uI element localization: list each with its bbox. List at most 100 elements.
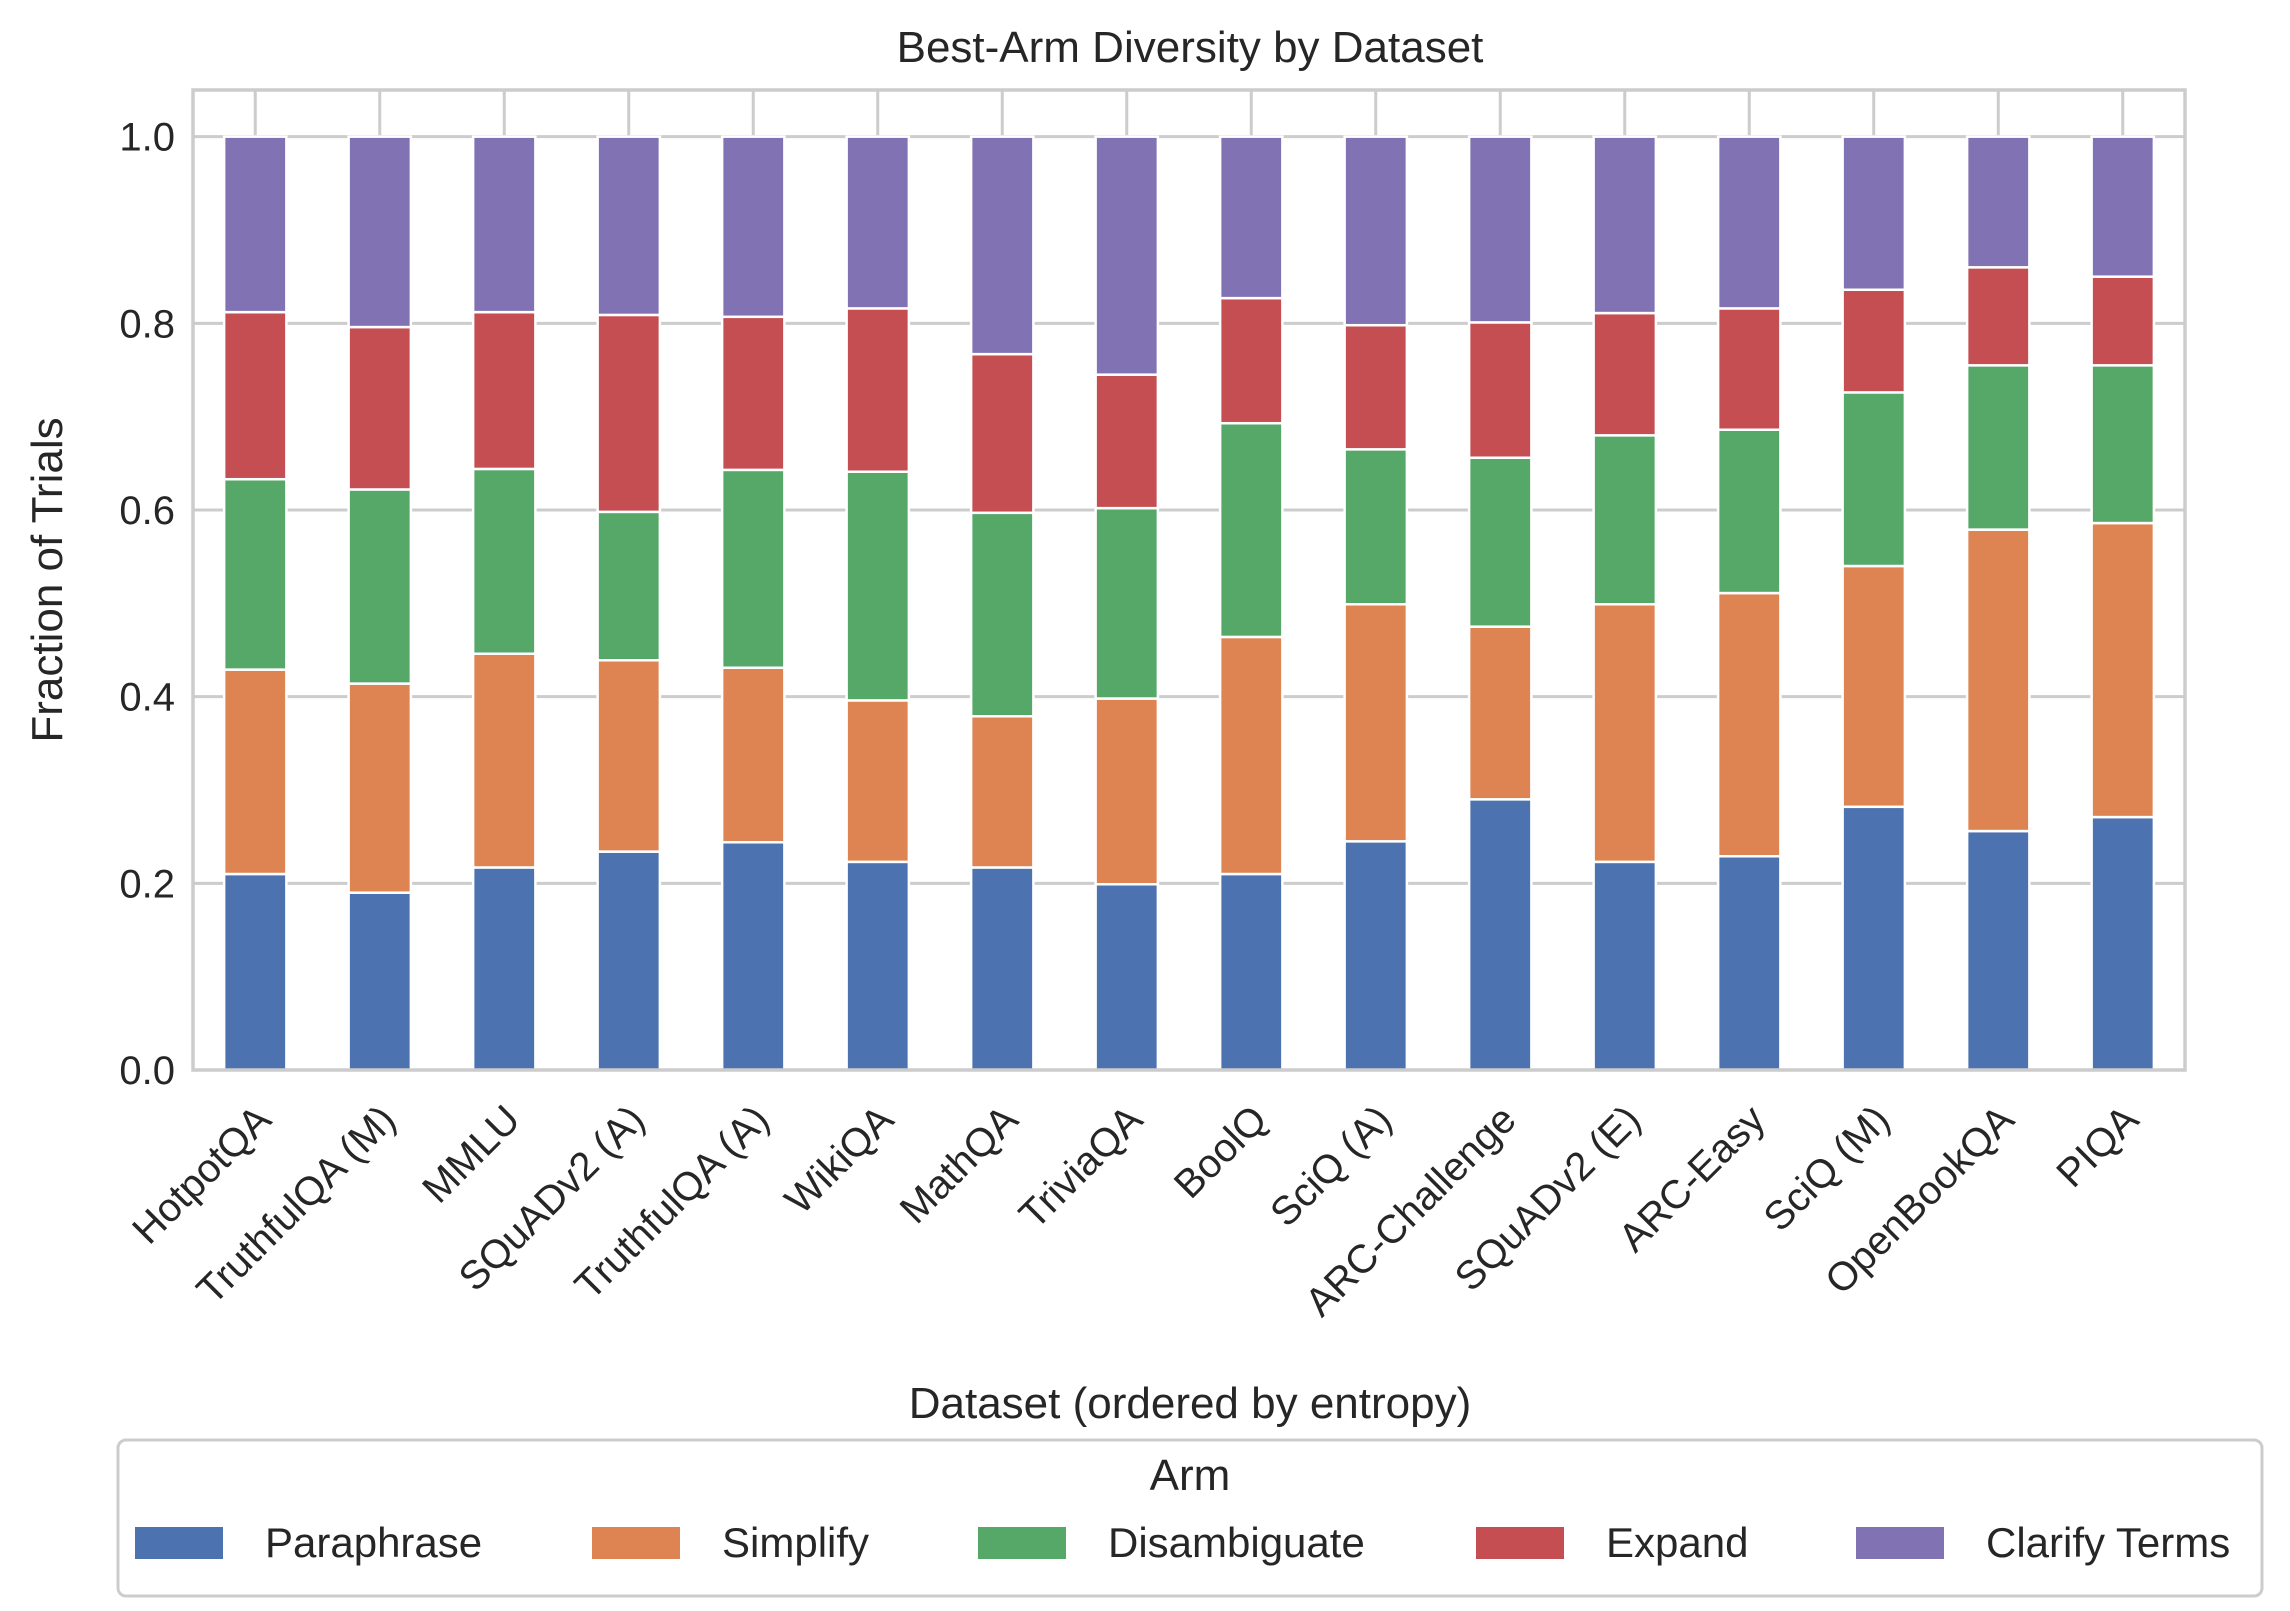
- bar-segment-simplify: [1965, 528, 2031, 833]
- bar-segment-expand: [1467, 321, 1533, 459]
- bar-segment-expand: [596, 313, 662, 514]
- bar-segment-expand: [1218, 296, 1284, 425]
- bar-segment-paraphrase: [969, 866, 1035, 1072]
- bar-stack: [1094, 135, 1160, 1072]
- legend-swatch: [978, 1527, 1066, 1559]
- bar-segment-disambiguate: [596, 510, 662, 662]
- bar-segment-disambiguate: [1094, 506, 1160, 700]
- bar-segment-expand: [1965, 266, 2031, 367]
- bar-segment-clarify-terms: [347, 135, 413, 329]
- bar-segment-disambiguate: [1716, 428, 1782, 595]
- bar-segment-disambiguate: [720, 468, 786, 669]
- bar-stack: [1965, 135, 2031, 1072]
- bar-segment-expand: [845, 307, 911, 473]
- legend-swatch: [1476, 1527, 1564, 1559]
- legend-item: Simplify: [592, 1519, 869, 1566]
- bar-segment-simplify: [471, 652, 537, 869]
- bar-segment-disambiguate: [471, 467, 537, 655]
- y-tick-label: 1.0: [119, 116, 175, 160]
- bar-segment-expand: [222, 310, 288, 481]
- bar-segment-simplify: [1841, 564, 1907, 809]
- bar-segment-clarify-terms: [1218, 135, 1284, 300]
- bar-segment-disambiguate: [1592, 434, 1658, 606]
- x-tick-label: TriviaQA: [1011, 1097, 1151, 1237]
- y-tick-label: 0.8: [119, 302, 175, 346]
- bar-segment-paraphrase: [596, 850, 662, 1072]
- bar-segment-simplify: [845, 699, 911, 864]
- bar-segment-expand: [2090, 275, 2156, 367]
- bar-segment-simplify: [1592, 603, 1658, 864]
- bar-stack: [1218, 135, 1284, 1072]
- y-tick-label: 0.4: [119, 676, 175, 720]
- bar-segment-clarify-terms: [222, 135, 288, 314]
- bar-segment-disambiguate: [1467, 456, 1533, 628]
- legend-label: Paraphrase: [265, 1519, 482, 1566]
- bar-segment-paraphrase: [1716, 855, 1782, 1072]
- bar-segment-paraphrase: [222, 872, 288, 1072]
- bar-segment-disambiguate: [1343, 448, 1409, 606]
- legend: Arm Paraphrase Simplify Disambiguate Expand…: [116, 1438, 2264, 1598]
- bar-stack: [347, 135, 413, 1072]
- bar-segment-disambiguate: [1218, 421, 1284, 639]
- bar-segment-clarify-terms: [596, 135, 662, 317]
- bar-segment-paraphrase: [1467, 798, 1533, 1072]
- legend-label: Clarify Terms: [1986, 1519, 2230, 1566]
- bar-segment-clarify-terms: [1467, 135, 1533, 324]
- bar-segment-clarify-terms: [720, 135, 786, 319]
- bar-stack: [845, 135, 911, 1072]
- bar-segment-simplify: [1094, 697, 1160, 886]
- x-tick-label: MMLU: [414, 1097, 528, 1211]
- y-axis-ticks: 0.0 0.2 0.4 0.6 0.8 1.0: [119, 116, 175, 1093]
- bar-stack: [1592, 135, 1658, 1072]
- bar-segment-expand: [1841, 288, 1907, 394]
- bar-segment-simplify: [1343, 603, 1409, 843]
- bar-segment-disambiguate: [347, 488, 413, 685]
- x-tick-label: PIQA: [2048, 1097, 2147, 1196]
- bar-segment-clarify-terms: [969, 135, 1035, 356]
- bar-segment-simplify: [596, 659, 662, 853]
- bar-segment-simplify: [222, 668, 288, 876]
- bar-segment-expand: [969, 352, 1035, 515]
- bar-segment-clarify-terms: [1094, 135, 1160, 376]
- bar-segment-paraphrase: [1841, 805, 1907, 1072]
- bar-stack: [1716, 135, 1782, 1072]
- bar-segment-expand: [1343, 323, 1409, 451]
- bar-segment-simplify: [969, 715, 1035, 869]
- legend-label: Expand: [1606, 1519, 1748, 1566]
- bar-stack: [596, 135, 662, 1072]
- bar-segment-paraphrase: [1965, 829, 2031, 1072]
- bar-stack: [1343, 135, 1409, 1072]
- legend-item: Clarify Terms: [1856, 1519, 2230, 1566]
- bar-segment-expand: [1592, 311, 1658, 437]
- bar-segment-paraphrase: [347, 891, 413, 1072]
- bar-segment-expand: [471, 310, 537, 471]
- bar-segment-disambiguate: [1965, 364, 2031, 531]
- bar-segment-clarify-terms: [1343, 135, 1409, 327]
- bar-segment-simplify: [347, 682, 413, 894]
- bar-segment-paraphrase: [720, 841, 786, 1072]
- bars: [222, 135, 2156, 1072]
- legend-swatch: [592, 1527, 680, 1559]
- bar-stack: [222, 135, 288, 1072]
- legend-items: Paraphrase Simplify Disambiguate Expand Clar…: [135, 1519, 2230, 1566]
- y-axis-label: Fraction of Trials: [23, 417, 72, 742]
- bar-segment-expand: [720, 315, 786, 472]
- bar-segment-disambiguate: [222, 477, 288, 671]
- bar-segment-expand: [1094, 373, 1160, 510]
- bar-stack: [720, 135, 786, 1072]
- bar-segment-paraphrase: [1218, 872, 1284, 1072]
- bar-segment-simplify: [2090, 521, 2156, 819]
- bar-segment-clarify-terms: [845, 135, 911, 310]
- bar-segment-disambiguate: [2090, 364, 2156, 525]
- bar-stack: [471, 135, 537, 1072]
- legend-item: Disambiguate: [978, 1519, 1365, 1566]
- bar-stack: [1467, 135, 1533, 1072]
- plot-frame: [191, 88, 2187, 1072]
- bar-segment-clarify-terms: [471, 135, 537, 314]
- x-axis-label: Dataset (ordered by entropy): [909, 1379, 1472, 1428]
- bar-segment-clarify-terms: [1592, 135, 1658, 315]
- legend-swatch: [1856, 1527, 1944, 1559]
- bar-segment-paraphrase: [2090, 815, 2156, 1072]
